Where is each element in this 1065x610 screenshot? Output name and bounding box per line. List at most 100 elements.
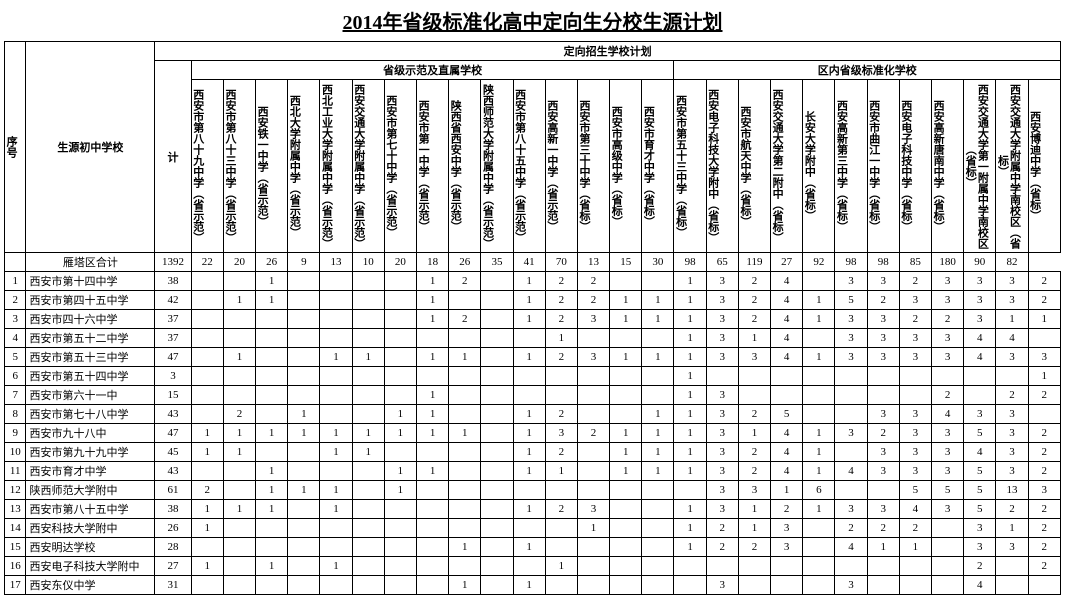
cell <box>738 557 770 576</box>
cell <box>320 405 352 424</box>
cell: 1 <box>642 310 674 329</box>
cell: 3 <box>738 481 770 500</box>
cell-total: 38 <box>155 500 191 519</box>
cell: 3 <box>706 500 738 519</box>
cell <box>384 576 416 595</box>
cell-total: 31 <box>155 576 191 595</box>
cell <box>481 481 513 500</box>
cell: 1 <box>223 500 255 519</box>
cell: 3 <box>931 462 963 481</box>
cell: 1 <box>803 462 835 481</box>
cell: 1 <box>513 405 545 424</box>
col-header-dest: 西安电子科技中学（省标） <box>899 80 931 253</box>
cell <box>449 405 481 424</box>
cell: 3 <box>964 538 996 557</box>
table-row: 3西安市四十六中学371212311132413322311 <box>5 310 1061 329</box>
cell: 1 <box>610 348 642 367</box>
cell: 2 <box>996 386 1028 405</box>
cell: 1 <box>738 500 770 519</box>
cell: 4 <box>771 443 803 462</box>
cell <box>191 386 223 405</box>
col-header-dest: 西安市第七十中学（省示范） <box>384 80 416 253</box>
cell <box>191 272 223 291</box>
cell: 1 <box>223 291 255 310</box>
cell: 1 <box>674 519 706 538</box>
cell: 3 <box>996 272 1028 291</box>
cell <box>352 291 384 310</box>
cell <box>384 538 416 557</box>
cell <box>931 519 963 538</box>
col-header-dest: 西安交通大学附属中学（省示范） <box>352 80 384 253</box>
cell: 3 <box>771 519 803 538</box>
cell: 1 <box>771 481 803 500</box>
cell <box>352 481 384 500</box>
cell-school: 西安市第四十五中学 <box>26 291 155 310</box>
col-header-dest: 西安高新第三中学（省标） <box>835 80 867 253</box>
cell <box>256 405 288 424</box>
cell: 4 <box>899 500 931 519</box>
cell: 3 <box>996 405 1028 424</box>
cell <box>642 481 674 500</box>
cell <box>867 557 899 576</box>
cell: 2 <box>738 310 770 329</box>
cell-num: 6 <box>5 367 26 386</box>
cell: 3 <box>867 272 899 291</box>
cell <box>352 405 384 424</box>
col-header-dest: 西安市第一中学（省示范） <box>416 80 448 253</box>
cell: 2 <box>449 310 481 329</box>
cell <box>223 557 255 576</box>
cell <box>545 367 577 386</box>
cell: 2 <box>545 291 577 310</box>
cell-total: 28 <box>155 538 191 557</box>
cell: 4 <box>771 329 803 348</box>
table-row: 9西安市九十八中4711111111113211131413233532 <box>5 424 1061 443</box>
cell: 1 <box>610 310 642 329</box>
cell <box>288 348 320 367</box>
cell: 3 <box>867 310 899 329</box>
table-row: 11西安市育才中学431111111132414333532 <box>5 462 1061 481</box>
cell: 1 <box>610 443 642 462</box>
cell-num: 16 <box>5 557 26 576</box>
cell <box>449 291 481 310</box>
summary-total: 1392 <box>155 253 191 272</box>
cell <box>320 538 352 557</box>
cell-num: 3 <box>5 310 26 329</box>
cell: 1 <box>738 329 770 348</box>
cell <box>642 367 674 386</box>
cell: 4 <box>771 462 803 481</box>
cell: 1 <box>674 405 706 424</box>
cell: 3 <box>867 500 899 519</box>
cell: 22 <box>191 253 223 272</box>
table-row: 13西安市第八十五中学381111123131213343522 <box>5 500 1061 519</box>
cell: 1 <box>513 291 545 310</box>
cell <box>288 500 320 519</box>
cell: 13 <box>996 481 1028 500</box>
cell-num: 2 <box>5 291 26 310</box>
cell: 6 <box>803 481 835 500</box>
cell <box>577 576 609 595</box>
cell-total: 43 <box>155 405 191 424</box>
cell <box>545 386 577 405</box>
cell-school: 西安市第七十八中学 <box>26 405 155 424</box>
cell <box>384 386 416 405</box>
cell <box>320 329 352 348</box>
cell: 3 <box>964 405 996 424</box>
cell <box>352 500 384 519</box>
cell <box>771 576 803 595</box>
cell: 3 <box>996 538 1028 557</box>
cell: 4 <box>771 424 803 443</box>
cell <box>1028 329 1060 348</box>
cell <box>449 519 481 538</box>
cell <box>577 481 609 500</box>
cell <box>320 291 352 310</box>
col-header-dest: 西安市第八十九中学（省示范） <box>191 80 223 253</box>
cell: 1 <box>320 348 352 367</box>
cell <box>610 557 642 576</box>
cell: 4 <box>964 576 996 595</box>
cell <box>384 329 416 348</box>
cell: 5 <box>964 481 996 500</box>
cell <box>835 443 867 462</box>
cell-total: 45 <box>155 443 191 462</box>
cell: 98 <box>835 253 867 272</box>
cell: 5 <box>964 424 996 443</box>
